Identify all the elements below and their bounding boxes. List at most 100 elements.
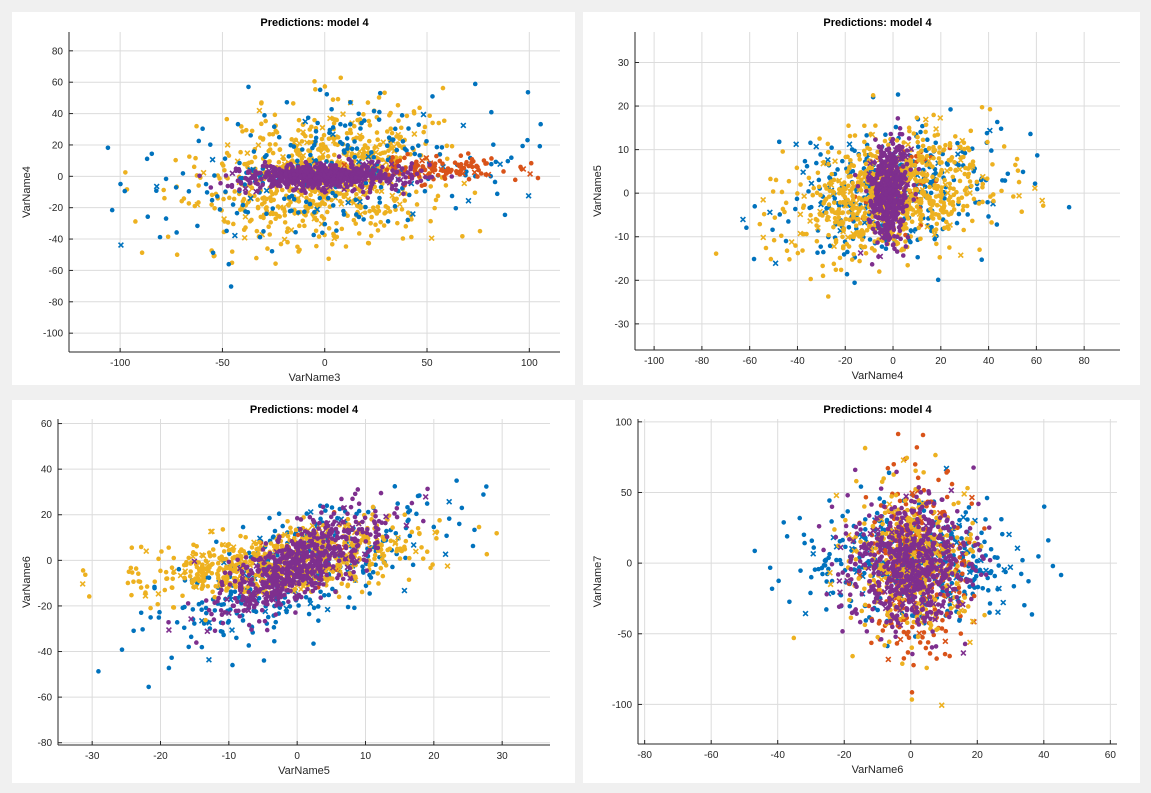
point	[264, 164, 270, 169]
point-x-marker	[300, 152, 307, 159]
point	[336, 594, 342, 600]
point	[392, 126, 398, 132]
point-x-marker	[444, 563, 451, 570]
point	[415, 525, 421, 531]
point	[885, 203, 891, 209]
point	[339, 534, 345, 540]
point	[219, 542, 225, 548]
point	[481, 492, 486, 497]
point-x-marker	[938, 204, 945, 211]
point	[133, 219, 138, 224]
point	[318, 516, 323, 522]
point	[240, 618, 246, 623]
point	[431, 524, 437, 530]
point	[915, 139, 921, 145]
point	[298, 160, 304, 165]
point	[887, 187, 892, 193]
x-axis-label: VarName4	[852, 370, 904, 382]
point	[435, 172, 441, 178]
point	[204, 190, 210, 195]
point	[470, 164, 475, 170]
point-x-marker	[389, 192, 396, 199]
point	[843, 216, 849, 222]
point	[230, 662, 235, 668]
point-x-marker	[177, 572, 184, 579]
point	[82, 572, 88, 578]
point	[276, 511, 282, 516]
point	[947, 181, 953, 187]
point-x-marker	[832, 158, 839, 165]
point-x-marker	[230, 544, 237, 551]
point	[888, 160, 893, 165]
point	[378, 219, 383, 225]
point	[353, 221, 359, 226]
point	[254, 255, 259, 261]
point	[472, 190, 478, 196]
point	[421, 129, 426, 135]
point	[158, 568, 163, 574]
point	[816, 184, 822, 190]
point	[307, 538, 313, 544]
point	[354, 166, 360, 171]
point	[318, 595, 324, 601]
point	[260, 163, 266, 169]
point	[299, 147, 305, 152]
point	[911, 197, 917, 202]
point-x-marker	[256, 535, 263, 542]
point	[802, 158, 808, 164]
point	[925, 137, 930, 143]
point	[360, 564, 365, 569]
point	[945, 162, 950, 167]
point	[439, 145, 445, 150]
point	[246, 589, 252, 595]
point	[265, 614, 271, 620]
point-x-marker	[256, 107, 263, 114]
point	[990, 162, 995, 167]
point	[320, 230, 325, 236]
point	[273, 619, 279, 625]
point-x-marker	[432, 529, 439, 536]
point	[272, 170, 277, 176]
point	[371, 154, 377, 160]
point	[308, 192, 313, 198]
point	[905, 216, 911, 221]
point	[427, 162, 432, 168]
point-x-marker	[283, 180, 290, 187]
point-x-marker	[956, 166, 963, 173]
point	[375, 204, 381, 210]
point	[387, 209, 393, 214]
point	[283, 171, 289, 177]
point	[987, 106, 993, 112]
point	[890, 208, 896, 213]
point	[300, 180, 306, 186]
point	[131, 579, 136, 584]
point	[257, 539, 262, 545]
point-x-marker	[272, 180, 279, 187]
point	[384, 528, 389, 534]
point	[833, 267, 839, 273]
point	[339, 581, 345, 587]
point	[182, 575, 187, 581]
point	[780, 206, 786, 212]
point	[241, 562, 246, 568]
point	[779, 189, 785, 195]
point	[934, 202, 940, 208]
point	[484, 551, 490, 557]
point	[249, 185, 255, 191]
point	[165, 234, 171, 240]
point	[336, 184, 341, 189]
point	[893, 124, 899, 130]
point	[296, 128, 301, 133]
point	[419, 545, 424, 550]
point	[977, 247, 982, 252]
point	[324, 503, 330, 509]
point	[163, 216, 169, 221]
point	[431, 167, 436, 173]
point	[914, 179, 919, 184]
point	[362, 143, 368, 148]
point	[845, 197, 850, 203]
point-x-marker	[155, 590, 162, 597]
point	[407, 533, 413, 539]
point	[906, 136, 912, 141]
point	[801, 231, 806, 237]
